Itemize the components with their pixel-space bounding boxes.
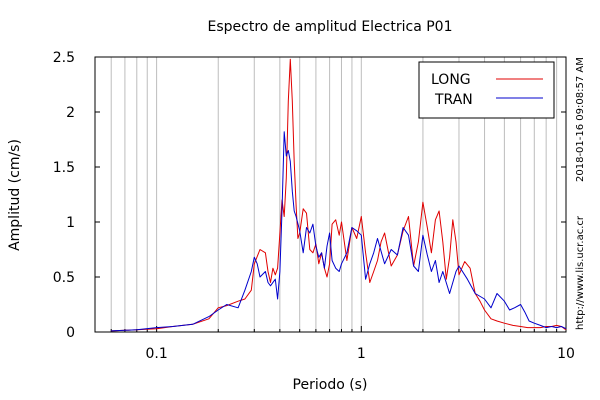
series-lines <box>111 58 567 332</box>
x-tick-label: 1 <box>357 346 366 362</box>
y-axis-label: Amplitud (cm/s) <box>7 139 23 251</box>
x-tick-label: 10 <box>557 346 575 362</box>
chart-title: Espectro de amplitud Electrica P01 <box>208 19 453 35</box>
series-line-tran <box>111 131 567 332</box>
legend-box <box>418 61 555 119</box>
source-url-text: http://www.lis.ucr.ac.cr <box>575 216 586 330</box>
grid-lines <box>110 57 558 332</box>
legend-label-tran: TRAN <box>434 92 473 108</box>
axis-ticks: 0 0.5 1 1.5 2 2.5 0.1 1 10 <box>53 50 575 362</box>
y-tick-label: 2 <box>66 105 75 121</box>
x-tick-label: 0.1 <box>145 346 167 362</box>
legend-label-long: LONG <box>431 72 471 88</box>
y-tick-label: 1.5 <box>53 160 75 176</box>
y-tick-label: 0.5 <box>53 270 75 286</box>
legend: LONG TRAN <box>418 61 555 119</box>
x-axis-label: Periodo (s) <box>293 377 368 393</box>
timestamp-text: 2018-01-16 09:08:57 AM <box>575 57 586 182</box>
y-tick-label: 1 <box>66 215 75 231</box>
series-line-long <box>111 58 567 332</box>
y-tick-label: 2.5 <box>53 50 75 66</box>
plot-frame <box>94 56 567 333</box>
y-tick-label: 0 <box>66 325 75 341</box>
